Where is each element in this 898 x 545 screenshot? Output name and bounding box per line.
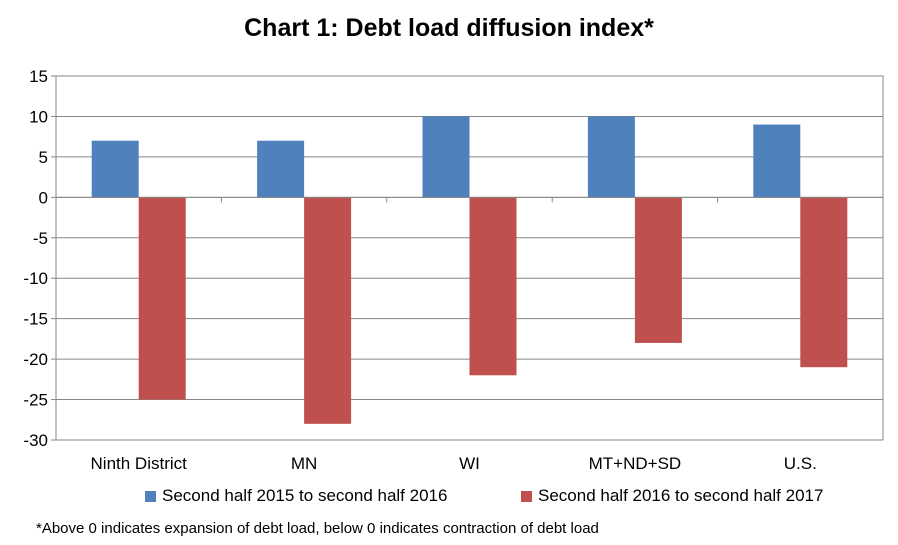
bar-series-1: [422, 116, 470, 198]
legend-item-series-1: Second half 2015 to second half 2016: [145, 486, 447, 506]
bar-chart: 15 10 5 0 -5 -10 -15 -20 -25 -30 Ninth District MN W…: [23, 67, 884, 473]
y-tick-label: -10: [23, 269, 48, 288]
bar-series-1: [753, 124, 801, 198]
bar-series-1: [91, 140, 139, 198]
bar-series-1: [257, 140, 305, 198]
y-tick-label: -5: [33, 229, 48, 248]
plot-area: [55, 75, 884, 441]
legend-label-series-1: Second half 2015 to second half 2016: [162, 486, 448, 505]
bar-series-2: [304, 197, 352, 424]
y-tick-label: -20: [23, 350, 48, 369]
y-tick-label: 5: [39, 148, 48, 167]
y-tick-label: 0: [39, 188, 48, 207]
x-tick-label: MN: [291, 454, 317, 473]
x-tick-label: U.S.: [784, 454, 817, 473]
legend-item-series-2: Second half 2016 to second half 2017: [521, 486, 823, 506]
legend-swatch-series-2: [521, 490, 532, 502]
legend-label-series-2: Second half 2016 to second half 2017: [538, 486, 824, 505]
legend: Second half 2015 to second half 2016 Sec…: [0, 486, 898, 508]
y-tick-label: 10: [29, 107, 48, 126]
y-tick-label: -25: [23, 391, 48, 410]
x-tick-label: Ninth District: [91, 454, 188, 473]
bar-series-2: [138, 197, 186, 400]
bar-series-2: [469, 197, 517, 376]
bar-series-2: [800, 197, 848, 368]
y-tick-label: -15: [23, 310, 48, 329]
bar-series-2: [634, 197, 682, 343]
x-tick-label: WI: [459, 454, 480, 473]
y-tick-label: -30: [23, 431, 48, 450]
legend-swatch-series-1: [145, 490, 156, 502]
x-tick-label: MT+ND+SD: [589, 454, 682, 473]
chart-title: Chart 1: Debt load diffusion index*: [244, 14, 654, 42]
bar-series-1: [587, 116, 635, 198]
y-tick-label: 15: [29, 67, 48, 86]
footnote: *Above 0 indicates expansion of debt loa…: [36, 520, 599, 537]
